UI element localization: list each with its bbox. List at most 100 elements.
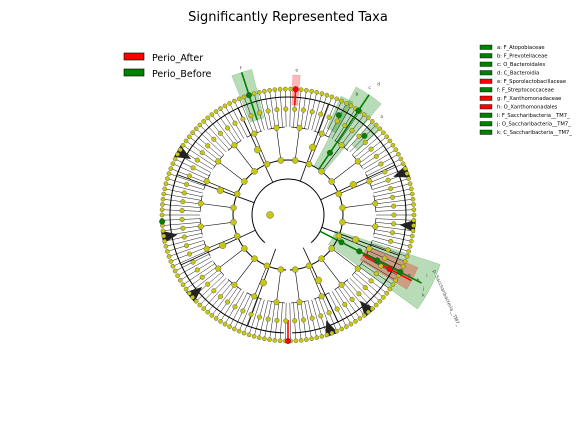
group-stem-6 <box>200 203 234 209</box>
class-node-4 <box>309 143 317 151</box>
sub-node-128 <box>368 278 374 284</box>
sub-node-112 <box>391 212 397 218</box>
leaf-node-1 <box>277 338 283 344</box>
branch-57 <box>203 121 230 150</box>
branch-123 <box>366 253 401 272</box>
leaf-node-115 <box>410 228 416 234</box>
branch-85 <box>325 100 342 136</box>
group-node-13 <box>318 130 325 137</box>
order-node-20 <box>328 245 335 252</box>
chart-title: Significantly Represented Taxa <box>188 10 388 25</box>
leaf-node-87 <box>348 103 354 109</box>
sub-node-64 <box>240 116 246 122</box>
leaf-node-111 <box>411 207 417 212</box>
branch-9 <box>238 296 255 332</box>
leaf-node-122 <box>400 263 406 269</box>
leaf-node-85 <box>339 98 344 104</box>
sub-node-118 <box>388 238 394 244</box>
leaf-node-73 <box>277 86 283 92</box>
taxa-key-label-f: f: F_Streptococcaceae <box>497 88 554 94</box>
leaf-node-119 <box>406 249 411 254</box>
significant-node-2 <box>374 257 381 264</box>
leaf-node-91 <box>366 115 371 121</box>
leaf-node-5 <box>256 335 262 340</box>
leaf-node-47 <box>170 161 176 167</box>
clade-letter-i: i <box>426 273 427 279</box>
sub-node-20 <box>205 281 211 287</box>
sub-node-0 <box>283 318 289 324</box>
leaf-fan-4 <box>325 320 339 338</box>
sub-node-18 <box>211 288 217 294</box>
taxa-key-label-j: j: O_Saccharibacteria__TM7_ <box>496 122 571 128</box>
order-node-6 <box>230 204 237 211</box>
order-node-22 <box>305 262 313 269</box>
leaf-node-81 <box>319 91 325 96</box>
taxa-key-swatch-h <box>479 104 493 110</box>
highlight-branch-0 <box>319 230 423 284</box>
order-node-19 <box>335 232 342 240</box>
taxa-key-label-e: e: F_Sporolactobacillaceae <box>497 79 566 85</box>
leaf-node-56 <box>197 122 203 128</box>
leaf-node-32 <box>162 238 168 244</box>
sub-node-26 <box>190 259 196 265</box>
branch-5 <box>259 300 269 338</box>
significant-node-1 <box>356 248 363 255</box>
leaf-node-101 <box>398 156 404 162</box>
sub-node-108 <box>390 194 395 200</box>
leaf-node-27 <box>170 263 176 269</box>
sub-node-2 <box>274 317 280 323</box>
root-node <box>266 211 274 219</box>
class-node-2 <box>216 186 224 194</box>
leaf-node-30 <box>165 249 170 254</box>
branch-79 <box>304 91 312 129</box>
leaf-node-140 <box>334 328 340 334</box>
leaf-node-83 <box>329 94 335 100</box>
branch-25 <box>177 257 211 276</box>
sub-node-134 <box>349 296 355 302</box>
leaf-node-19 <box>193 298 199 304</box>
sub-node-124 <box>378 263 384 269</box>
leaf-node-145 <box>309 336 314 342</box>
branch-131 <box>349 277 377 306</box>
branch-43 <box>165 183 203 194</box>
leaf-node-133 <box>366 309 371 315</box>
sub-node-24 <box>194 267 200 273</box>
branch-23 <box>182 263 215 285</box>
branch-63 <box>229 103 248 138</box>
branch-113 <box>375 218 414 221</box>
significant-node-6 <box>355 107 362 114</box>
leaf-node-113 <box>411 218 417 223</box>
branch-117 <box>374 233 412 242</box>
group-node-4 <box>203 245 210 252</box>
branch-125 <box>363 260 396 281</box>
sub-node-102 <box>382 169 388 175</box>
leaf-node-114 <box>411 223 416 228</box>
group-stem-15 <box>331 161 358 182</box>
sub-node-90 <box>349 128 355 134</box>
leaf-node-61 <box>218 106 223 111</box>
clade-letter-d: d <box>377 82 380 88</box>
sub-node-8 <box>248 311 254 317</box>
leaf-node-93 <box>373 122 379 128</box>
tree-ring-0 <box>232 159 344 271</box>
order-node-4 <box>234 232 241 240</box>
significant-node-9 <box>361 132 368 139</box>
tree-ring-inner <box>251 178 325 243</box>
leaf-node-108 <box>409 191 415 197</box>
order-node-10 <box>263 161 271 168</box>
leaf-node-116 <box>409 233 415 239</box>
branch-93 <box>349 124 377 153</box>
order-node-3 <box>241 245 248 252</box>
sub-node-40 <box>180 199 186 205</box>
sub-node-132 <box>356 291 362 297</box>
order-node-11 <box>277 157 284 164</box>
cladogram-nodes <box>159 86 417 344</box>
leaf-node-86 <box>344 101 349 106</box>
leaf-node-112 <box>411 212 417 218</box>
leaf-node-129 <box>381 295 386 300</box>
sub-node-96 <box>368 146 374 152</box>
group-stem-12 <box>294 127 300 161</box>
leaf-node-68 <box>251 91 257 96</box>
leaf-node-64 <box>232 98 237 104</box>
leaf-node-16 <box>205 309 210 315</box>
